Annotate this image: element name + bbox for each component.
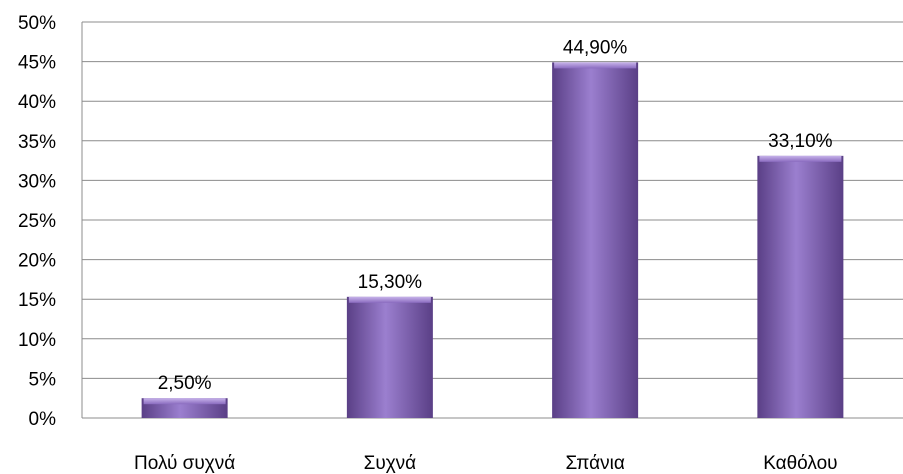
- y-tick-label: 50%: [18, 13, 56, 34]
- data-label: 44,90%: [563, 37, 628, 58]
- y-tick-label: 0%: [29, 409, 57, 430]
- bar: [757, 155, 844, 418]
- data-label: 15,30%: [358, 272, 423, 293]
- bar: [346, 296, 433, 418]
- y-tick-label: 25%: [18, 211, 56, 232]
- x-category-label: Σπάνια: [565, 453, 624, 474]
- y-tick-label: 5%: [29, 369, 57, 390]
- y-axis-ticks: 0% 5% 10% 15% 20% 25% 30% 35% 40% 45% 50%: [18, 13, 56, 430]
- data-label: 2,50%: [158, 373, 212, 394]
- y-tick-label: 10%: [18, 330, 56, 351]
- y-tick-label: 30%: [18, 171, 56, 192]
- y-tick-label: 40%: [18, 92, 56, 113]
- x-category-label: Καθόλου: [763, 453, 837, 474]
- bar-top-bevel: [143, 398, 226, 405]
- data-labels-layer: 2,50% 15,30% 44,90% 33,10%: [158, 37, 833, 394]
- x-axis-categories: Πολύ συχνά Συχνά Σπάνια Καθόλου: [134, 453, 838, 474]
- data-label: 33,10%: [768, 131, 833, 152]
- bars-layer: [141, 62, 844, 418]
- x-category-label: Πολύ συχνά: [134, 453, 235, 474]
- bar-top-bevel: [348, 296, 431, 303]
- bar-top-bevel: [759, 155, 842, 162]
- x-category-label: Συχνά: [364, 453, 417, 474]
- grid-layer: [81, 21, 903, 419]
- bar: [552, 62, 639, 418]
- bar-top-bevel: [554, 62, 637, 69]
- y-tick-label: 20%: [18, 251, 56, 272]
- y-tick-label: 45%: [18, 53, 56, 74]
- y-tick-label: 15%: [18, 290, 56, 311]
- y-tick-label: 35%: [18, 132, 56, 153]
